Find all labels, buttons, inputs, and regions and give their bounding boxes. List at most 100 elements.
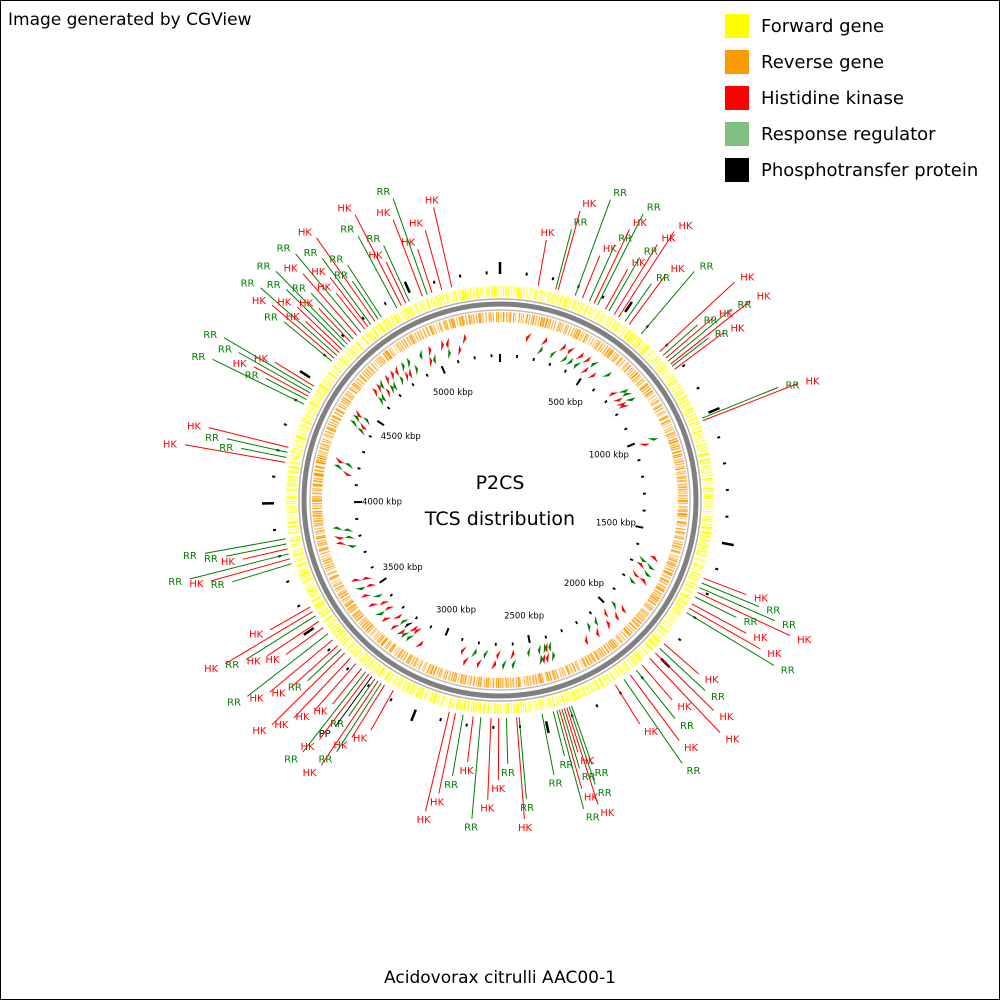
forward-gene-segment	[605, 317, 612, 328]
forward-gene-segment	[291, 449, 303, 454]
reverse-gene-segment	[313, 477, 324, 481]
reverse-gene-segment	[352, 610, 362, 618]
tcs-leader-line	[295, 253, 362, 333]
tcs-leader-line	[246, 633, 329, 697]
forward-gene-segment	[670, 609, 681, 617]
forward-gene-segment	[682, 406, 694, 413]
reverse-gene-segment	[664, 428, 675, 434]
reverse-gene-segment	[329, 573, 339, 580]
reverse-gene-segment	[354, 379, 364, 388]
tcs-leader-line	[659, 648, 706, 691]
forward-gene-segment	[703, 500, 714, 503]
tcs-leader-line	[518, 717, 527, 799]
reverse-gene-segment	[668, 556, 679, 561]
tcs-leader-line	[320, 680, 379, 766]
legend-swatch-reverse-gene	[725, 50, 749, 74]
reverse-gene-segment	[462, 315, 466, 326]
forward-gene-segment	[683, 408, 694, 414]
forward-gene-segment	[640, 646, 649, 655]
forward-gene-segment	[326, 618, 336, 626]
tcs-label-hk: HK	[369, 251, 384, 262]
forward-gene-segment	[355, 341, 364, 351]
forward-gene-segment	[690, 426, 702, 432]
forward-gene-segment	[298, 568, 310, 574]
forward-gene-segment	[444, 696, 449, 707]
tcs-label-rr: RR	[205, 433, 219, 444]
reverse-gene-segment	[662, 423, 673, 429]
reverse-gene-segment	[636, 379, 646, 388]
forward-gene-segment	[295, 434, 307, 440]
tcs-mark-hk	[379, 601, 390, 606]
forward-gene-segment	[695, 553, 707, 558]
forward-gene-segment	[537, 289, 542, 301]
tcs-leader-line	[269, 639, 334, 693]
tcs-label-rr: RR	[520, 803, 534, 814]
inner-minor-tick	[411, 382, 415, 387]
tcs-mark-hk	[558, 343, 567, 352]
forward-gene-segment	[338, 357, 349, 367]
reverse-gene-segment	[502, 312, 505, 322]
forward-gene-segment	[335, 362, 345, 370]
forward-gene-segment	[646, 351, 655, 360]
forward-gene-segment	[300, 422, 311, 428]
reverse-gene-segment	[519, 676, 522, 687]
forward-gene-segment	[563, 296, 569, 308]
forward-gene-segment	[472, 287, 476, 299]
forward-gene-segment	[454, 290, 458, 302]
reverse-gene-segment	[363, 621, 372, 630]
forward-gene-segment	[304, 413, 315, 419]
forward-gene-segment	[301, 576, 313, 582]
forward-gene-segment	[520, 701, 523, 713]
tcs-mark-hk	[540, 336, 548, 346]
inner-minor-tick	[363, 550, 367, 554]
tcs-label-rr: RR	[549, 779, 563, 790]
reverse-gene-segment	[430, 324, 436, 335]
reverse-gene-segment	[638, 382, 648, 390]
forward-gene-segment	[344, 352, 353, 361]
tcs-mark-hk	[366, 583, 377, 588]
forward-gene-segment	[367, 659, 376, 670]
forward-gene-segment	[349, 644, 359, 654]
reverse-gene-segment	[485, 677, 488, 688]
forward-gene-segment	[305, 410, 316, 416]
forward-gene-segment	[327, 371, 338, 380]
forward-gene-segment	[663, 373, 674, 381]
tcs-label-hk: HK	[401, 238, 416, 249]
forward-gene-segment	[441, 695, 446, 707]
inner-minor-tick	[588, 611, 593, 615]
reverse-gene-segment	[600, 646, 608, 656]
tcs-mark-hk	[381, 617, 392, 623]
forward-gene-segment	[582, 304, 588, 315]
forward-gene-segment	[458, 699, 463, 711]
tcs-leader-line	[241, 447, 287, 458]
tcs-leader-line	[624, 283, 652, 322]
forward-gene-segment	[485, 286, 488, 298]
tcs-leader-line	[310, 292, 354, 340]
tcs-leader-line	[319, 673, 370, 740]
tcs-label-hk: HK	[757, 292, 772, 303]
reverse-gene-segment	[472, 313, 476, 324]
forward-gene-segment	[702, 508, 714, 510]
reverse-gene-segment	[651, 593, 661, 600]
reverse-gene-segment	[475, 676, 478, 687]
forward-gene-segment	[405, 681, 412, 693]
forward-gene-segment	[414, 303, 421, 314]
legend-item-phosphotransfer-protein: Phosphotransfer protein	[725, 152, 978, 188]
tcs-leader-line	[581, 255, 601, 299]
tcs-label-rr: RR	[211, 580, 225, 591]
reverse-gene-segment	[405, 653, 412, 664]
forward-gene-segment	[286, 484, 298, 487]
forward-gene-segment	[429, 691, 435, 703]
reverse-gene-segment	[334, 584, 344, 591]
tcs-mark-rr	[527, 646, 531, 658]
tcs-mark-rr	[448, 348, 451, 360]
tcs-label-hk: HK	[252, 296, 267, 307]
forward-gene-segment	[375, 325, 383, 336]
reverse-gene-segment	[575, 660, 581, 671]
forward-gene-segment	[515, 286, 518, 298]
outer-minor-tick	[389, 697, 393, 702]
reverse-gene-segment	[578, 331, 584, 341]
reverse-gene-segment	[573, 661, 580, 671]
forward-gene-segment	[669, 611, 679, 619]
